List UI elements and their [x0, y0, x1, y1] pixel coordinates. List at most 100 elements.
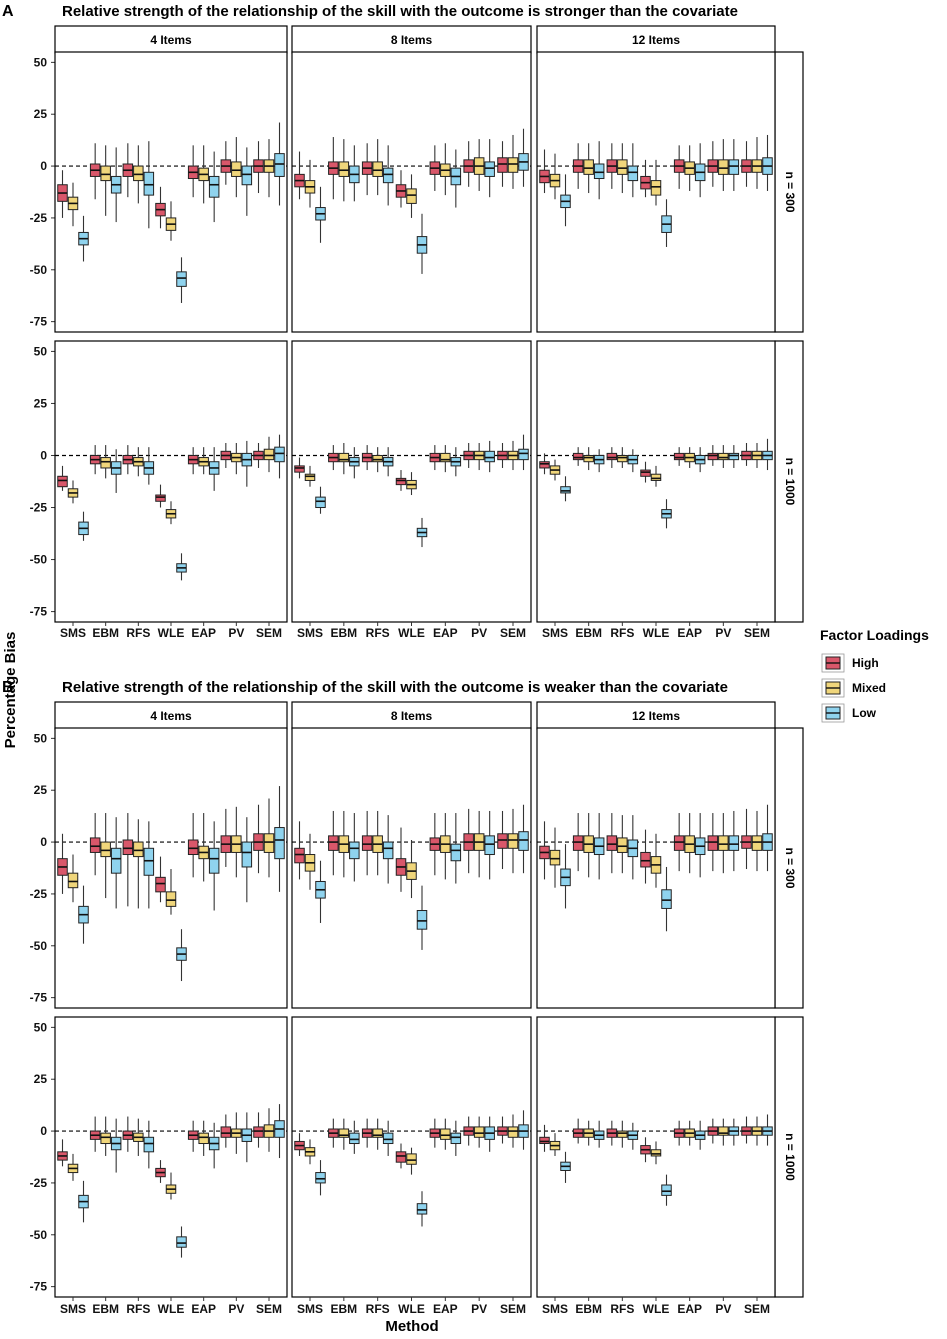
box-low [241, 841, 253, 868]
box-mixed [67, 872, 79, 889]
x-tick-label: WLE [643, 1302, 670, 1316]
column-strip [291, 25, 532, 54]
box-high [220, 1126, 232, 1138]
x-tick-label: EAP [677, 1302, 702, 1316]
x-tick-label: SEM [256, 1302, 282, 1316]
x-tick-label: PV [715, 1302, 731, 1316]
box-mixed [372, 1128, 383, 1138]
box-low [274, 153, 285, 177]
column-strip-label: 8 Items [391, 709, 433, 723]
box-high [89, 837, 101, 853]
x-tick-label: SMS [297, 626, 323, 640]
panel-label: B [2, 679, 14, 696]
x-tick-label: PV [471, 1302, 487, 1316]
box-low [176, 271, 187, 287]
column-strip-label: 4 Items [150, 709, 192, 723]
box-mixed [650, 473, 662, 481]
box-low [560, 486, 571, 494]
x-tick-label: EAP [191, 1302, 216, 1316]
y-tick-label: 50 [34, 731, 48, 745]
x-tick-label: EAP [433, 626, 458, 640]
x-tick-label: WLE [398, 626, 425, 640]
x-tick-label: RFS [610, 626, 634, 640]
x-tick-label: EAP [191, 626, 216, 640]
box-low [728, 835, 740, 851]
box-mixed [507, 157, 519, 173]
panel-border [54, 727, 288, 1009]
box-high [606, 835, 618, 851]
box-low [349, 841, 360, 860]
box-high [361, 835, 373, 851]
y-tick-label: -50 [30, 263, 48, 277]
y-tick-label: -75 [30, 605, 48, 619]
x-tick-label: WLE [158, 1302, 185, 1316]
box-low [110, 847, 122, 874]
x-tick-label: SMS [542, 1302, 568, 1316]
x-tick-label: RFS [126, 1302, 150, 1316]
y-tick-label: 25 [34, 1072, 48, 1086]
box-low [382, 841, 394, 860]
box-high [155, 494, 166, 502]
y-tick-label: -75 [30, 991, 48, 1005]
y-tick-label: 25 [34, 107, 48, 121]
box-low [349, 1132, 360, 1145]
panel-border [54, 1016, 288, 1298]
box-mixed [718, 1126, 729, 1136]
panel-label: A [2, 3, 14, 20]
box-mixed [440, 1128, 451, 1140]
box-high [539, 461, 550, 469]
y-tick-label: 25 [34, 396, 48, 410]
box-mixed [650, 180, 662, 196]
facet-panel [291, 51, 532, 333]
box-mixed [231, 161, 242, 177]
y-tick-label: 50 [34, 344, 48, 358]
row-strip-label: n = 1000 [783, 458, 797, 506]
box-high [155, 876, 166, 893]
box-low [143, 847, 155, 876]
box-mixed [263, 448, 275, 461]
y-tick-label: -25 [30, 887, 48, 901]
legend-item-high: High [821, 653, 879, 673]
column-strip [536, 701, 776, 730]
x-tick-label: PV [228, 626, 244, 640]
box-mixed [617, 837, 628, 853]
box-low [518, 831, 529, 851]
box-mixed [372, 161, 383, 177]
box-low [208, 175, 220, 198]
box-low [143, 171, 155, 196]
row-strip-label: n = 300 [783, 171, 797, 212]
box-high [294, 847, 305, 864]
x-tick-label: PV [228, 1302, 244, 1316]
box-low [382, 1132, 394, 1145]
y-tick-label: -50 [30, 1228, 48, 1242]
x-tick-label: RFS [366, 1302, 390, 1316]
row-strip-label: n = 300 [783, 847, 797, 888]
box-low [728, 159, 740, 175]
box-mixed [718, 159, 729, 175]
box-high [707, 835, 719, 851]
box-mixed [617, 454, 628, 463]
facet-panel [291, 727, 532, 1009]
row-strip [774, 340, 804, 623]
x-tick-label: EAP [677, 626, 702, 640]
box-low [450, 1132, 462, 1145]
column-strip [54, 25, 288, 54]
facet-panel [536, 51, 776, 333]
box-high [640, 851, 651, 868]
box-mixed [583, 159, 594, 175]
y-tick-label: 0 [40, 159, 47, 173]
x-tick-label: EBM [575, 1302, 602, 1316]
x-tick-label: SEM [744, 626, 770, 640]
y-tick-label: -25 [30, 211, 48, 225]
box-low [661, 1184, 672, 1196]
column-strip-label: 12 Items [632, 33, 680, 47]
box-high [57, 475, 68, 488]
box-mixed [473, 1126, 485, 1138]
y-tick-label: -50 [30, 939, 48, 953]
x-tick-label: EBM [92, 1302, 119, 1316]
section-b: B Relative strength of the relationship o… [2, 679, 804, 1316]
facet-panel [54, 727, 288, 1009]
section-title: Relative strength of the relationship of… [62, 3, 738, 20]
x-tick-label: SMS [297, 1302, 323, 1316]
y-tick-label: 0 [40, 448, 47, 462]
